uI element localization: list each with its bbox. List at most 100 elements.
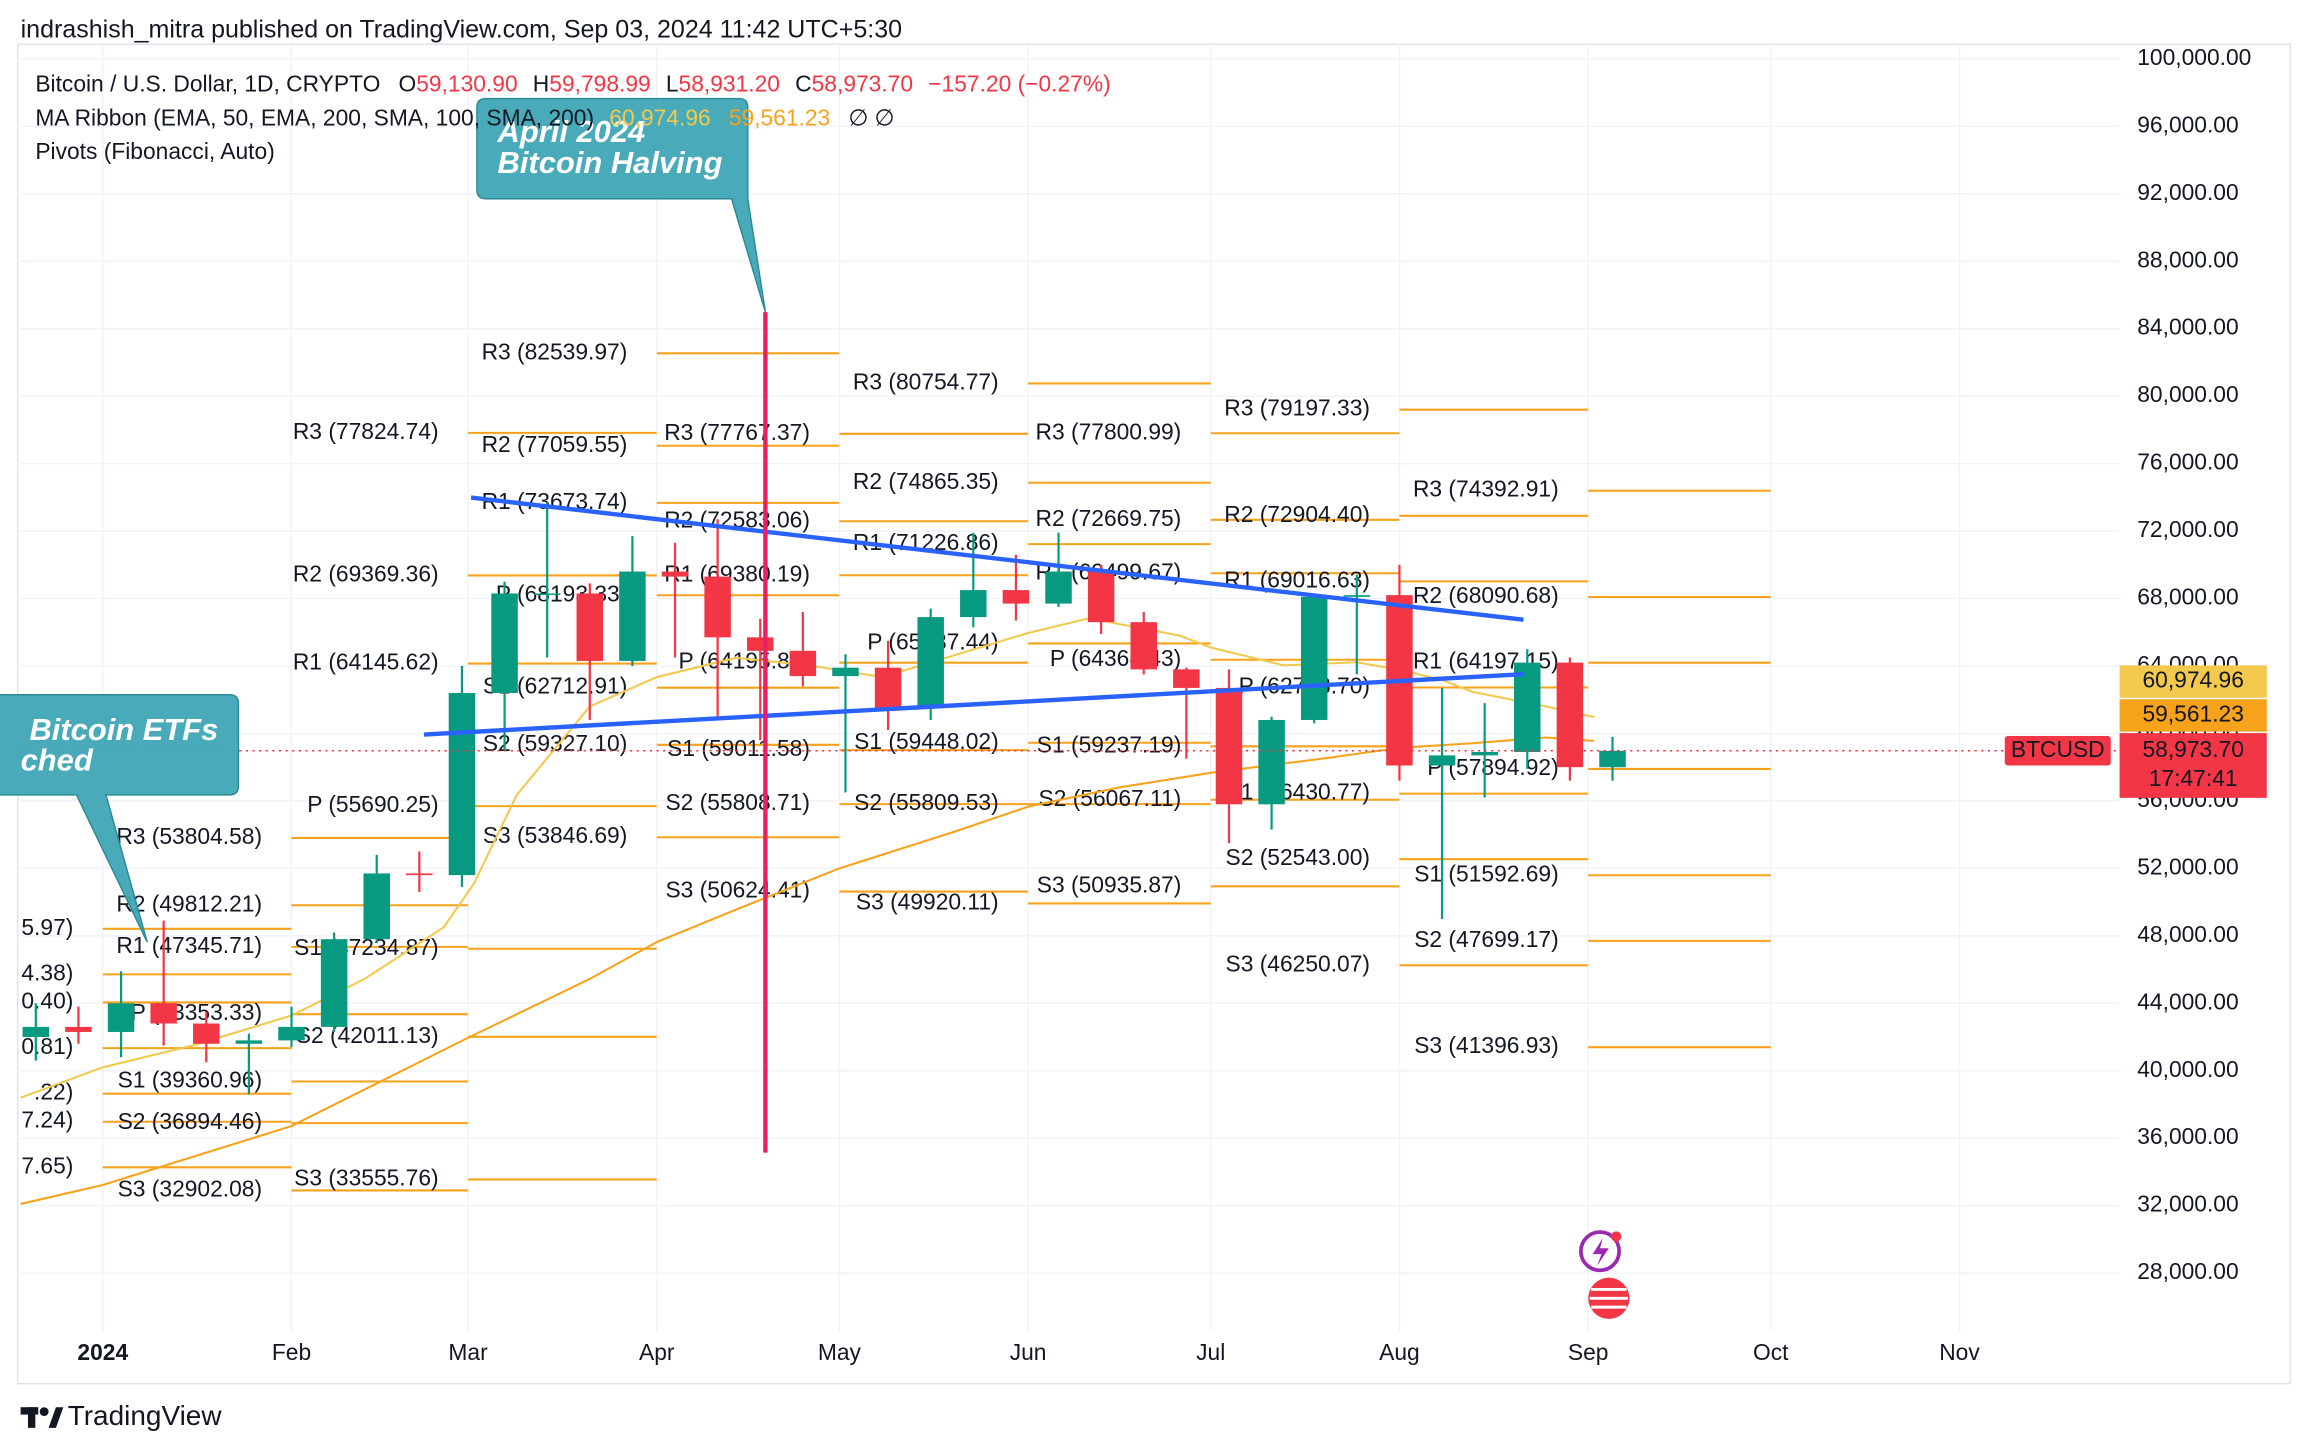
- trendline: [470, 495, 1524, 622]
- footer: TradingView: [68, 1400, 223, 1431]
- candle-body: [1514, 662, 1541, 753]
- pivot-label: S2 (55809.53): [854, 789, 998, 815]
- candle-body: [661, 571, 689, 577]
- pivot-label: S3 (32902.08): [118, 1175, 262, 1201]
- pivot-label: S1 (51592.69): [1414, 860, 1558, 886]
- candle-body: [278, 1026, 305, 1041]
- callout: [476, 97, 767, 313]
- pivot-label: S2 (52543.00): [1226, 844, 1370, 870]
- pivot-label: R3 (74392.91): [1413, 476, 1559, 502]
- x-tick-label: 2024: [77, 1339, 128, 1365]
- ma-tag-text: 60,974.96: [2142, 667, 2243, 693]
- pivot-label: S3 (49920.11): [856, 888, 999, 914]
- pivot-label: S1 (56430.77): [1226, 779, 1370, 805]
- pivot-label: S3 (33555.76): [294, 1164, 438, 1190]
- candle-body: [789, 650, 817, 677]
- candle-body: [1428, 755, 1456, 766]
- icon: [1589, 1287, 1628, 1309]
- callout-text: Bitcoin ETFs: [29, 712, 218, 747]
- candle-body: [1556, 662, 1584, 768]
- candle-body: [874, 667, 902, 709]
- candle-body: [22, 1026, 50, 1038]
- plot: 5.97) 4.38)0.40) 0.81) .22)7.24) 7.65) R3 (53…: [20, 338, 2120, 1205]
- pivot-label: S2 (47699.17): [1414, 926, 1558, 952]
- pivot-label: R1 (69380.19): [664, 560, 810, 586]
- ohlc-value: 59,798.99: [549, 70, 650, 96]
- candle-body: [1002, 590, 1030, 604]
- candle-body: [1599, 750, 1626, 768]
- pivot-label: S3 (50935.87): [1037, 871, 1181, 897]
- candle-body: [1471, 752, 1498, 756]
- candle-body: [448, 692, 476, 876]
- y-tick-label: 76,000.00: [2137, 449, 2238, 475]
- y-tick-label: 100,000.00: [2137, 44, 2251, 70]
- ohlc-key: O: [398, 70, 416, 96]
- x-tick-label: Mar: [448, 1339, 488, 1365]
- pivot-label: 0.40): [21, 987, 73, 1013]
- x-tick-label: May: [818, 1339, 862, 1365]
- trendline: [423, 671, 1524, 737]
- callout-text: April 2024: [497, 114, 646, 149]
- y-tick-label: 80,000.00: [2137, 381, 2238, 407]
- y-tick-label: 96,000.00: [2137, 111, 2238, 137]
- ma-line: [20, 736, 1595, 1205]
- pivot-label: R2 (72669.75): [1036, 505, 1182, 531]
- pivot-label: 0.81): [21, 1033, 73, 1059]
- ma-tag: [2119, 665, 2267, 698]
- pivot-label: R1 (47345.71): [116, 932, 262, 958]
- pivot-label: 7.24): [21, 1107, 73, 1133]
- pivot-label: S1 (59011.58): [667, 735, 810, 761]
- ma-tag: [2119, 699, 2267, 732]
- legend-line: MA Ribbon (EMA, 50, EMA, 200, SMA, 100, …: [35, 104, 894, 130]
- header: indrashish_mitra published on TradingVie…: [21, 16, 902, 44]
- pivot-label: S2 (36894.46): [118, 1108, 262, 1134]
- candle-body: [619, 571, 646, 661]
- pivot-label: R3 (82539.97): [482, 338, 628, 364]
- change: −157.20 (−0.27%): [928, 70, 1111, 96]
- icon: [1579, 1230, 1621, 1273]
- grid: [20, 44, 2120, 1333]
- candle-body: [320, 939, 348, 1027]
- legend-line: Pivots (Fibonacci, Auto): [35, 138, 274, 164]
- x-tick-label: Jun: [1010, 1339, 1047, 1365]
- candle-body: [363, 873, 390, 940]
- candle-body: [1045, 571, 1072, 604]
- candle-body: [491, 593, 518, 693]
- pivot-label: 4.38): [21, 959, 73, 985]
- pivot-label: S3 (46250.07): [1226, 950, 1370, 976]
- ohlc-key: H: [533, 70, 549, 96]
- pivot-label: P (43353.33): [131, 999, 262, 1025]
- pivot-label: R1 (64145.62): [293, 649, 439, 675]
- y-tick-label: 68,000.00: [2137, 584, 2238, 610]
- pivot-label: 5.97): [21, 914, 73, 940]
- x-tick-label: Apr: [639, 1339, 675, 1365]
- pivot-label: S3 (53846.69): [483, 822, 627, 848]
- pivot-label: R2 (72904.40): [1224, 501, 1370, 527]
- ohlc-value: 59,130.90: [416, 70, 517, 96]
- ma-title: MA Ribbon (EMA, 50, EMA, 200, SMA, 100, …: [35, 104, 594, 130]
- candle-body: [746, 637, 774, 651]
- candle-body: [533, 593, 561, 595]
- pivot-label: R3 (77824.74): [293, 418, 439, 444]
- pivot-label: .22): [34, 1079, 73, 1105]
- x-tick-label: Feb: [272, 1339, 311, 1365]
- y-tick-label: 88,000.00: [2137, 246, 2238, 272]
- candle-body: [1343, 595, 1371, 597]
- candle-body: [917, 617, 944, 709]
- ohlc-key: L: [666, 70, 679, 96]
- y-tick-label: 52,000.00: [2137, 853, 2238, 879]
- candle-body: [65, 1026, 92, 1032]
- ohlc-value: 58,973.70: [812, 70, 913, 96]
- pivot-label: R2 (74865.35): [853, 468, 999, 494]
- pivot-label: S2 (55808.71): [665, 789, 809, 815]
- logo: [20, 1407, 64, 1428]
- ma-value: 59,561.23: [729, 104, 830, 130]
- pivot-label: R3 (80754.77): [853, 368, 999, 394]
- candle-body: [832, 667, 859, 677]
- icon: [1611, 1231, 1622, 1242]
- x-tick-label: Sep: [1568, 1339, 1609, 1365]
- candle-body: [1087, 571, 1115, 623]
- price-tag: [2119, 733, 2267, 798]
- y-tick-label: 72,000.00: [2137, 516, 2238, 542]
